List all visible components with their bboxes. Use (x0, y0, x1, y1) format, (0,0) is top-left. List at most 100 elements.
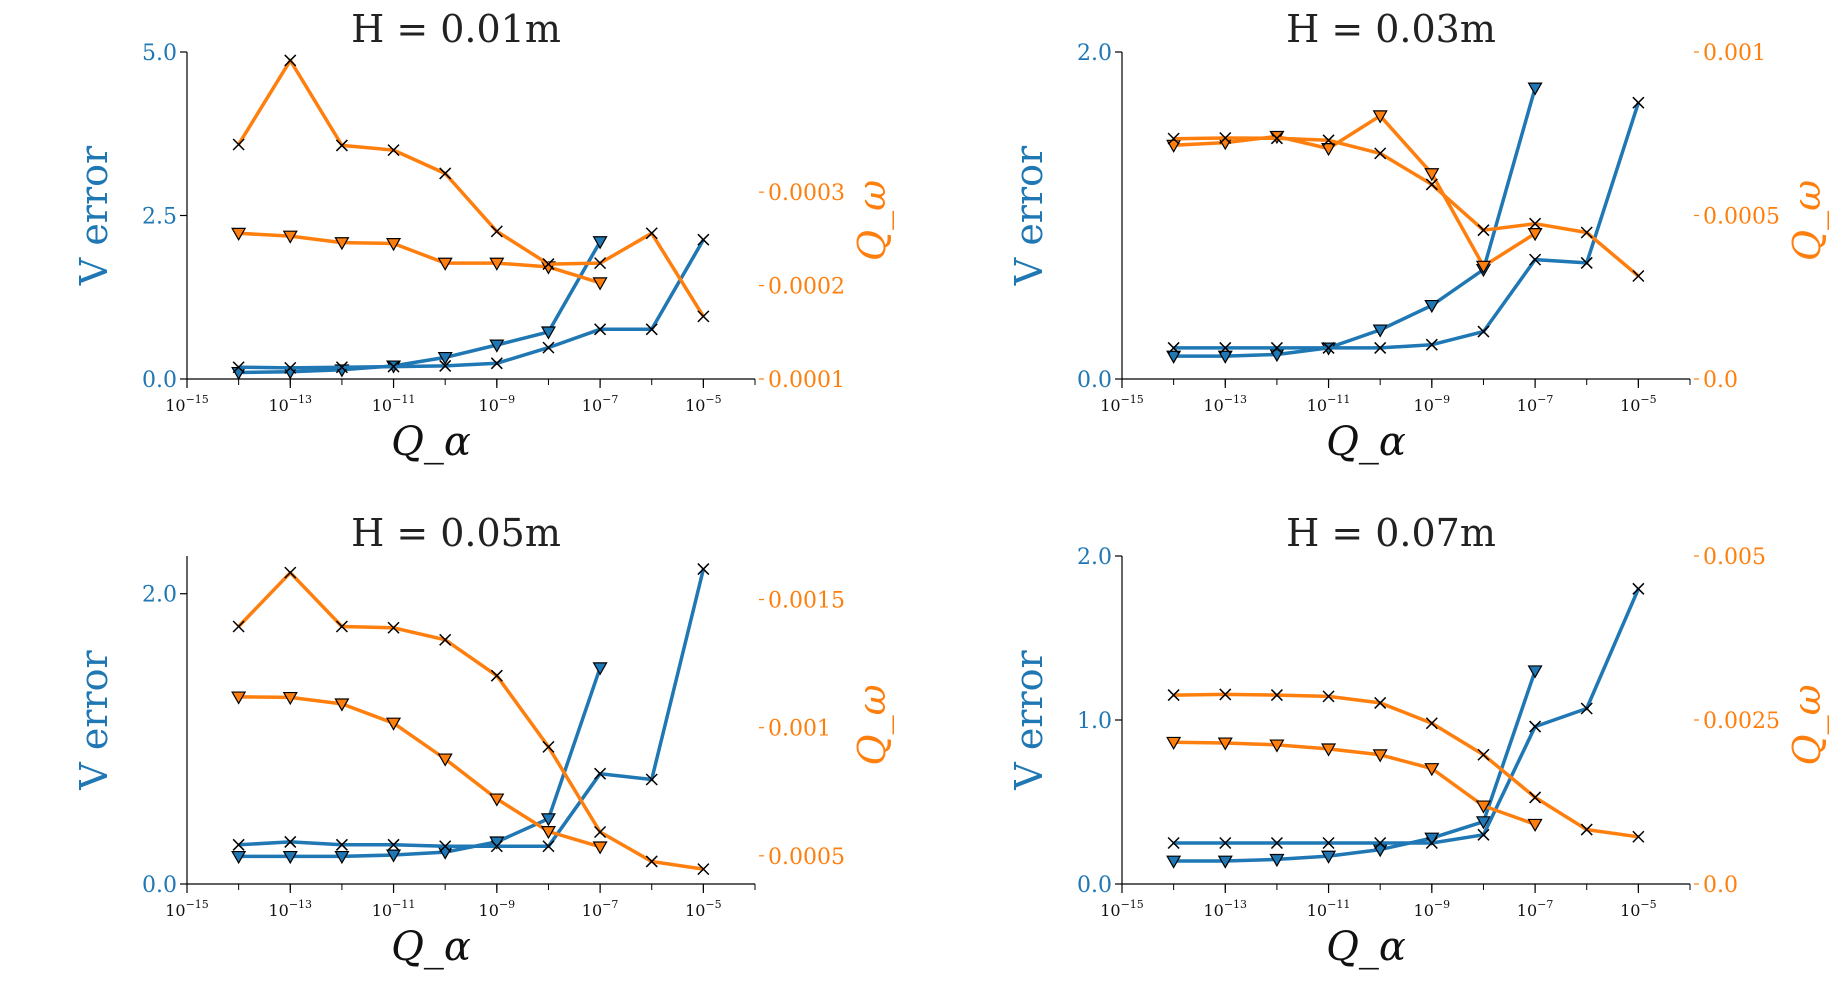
x-tick-label: 10−13 (268, 393, 312, 415)
data-point-x (1270, 132, 1283, 145)
x-tick-label: 10−5 (685, 393, 722, 415)
data-point-x (1219, 341, 1232, 354)
data-point-triangle (1372, 749, 1388, 763)
data-point-triangle (231, 850, 247, 865)
data-point-x (1529, 791, 1542, 804)
data-point-x (697, 563, 710, 576)
data-point-x (1322, 690, 1335, 703)
data-point-triangle (1527, 228, 1543, 242)
data-point-x (1477, 224, 1490, 237)
data-point-x (1167, 836, 1180, 850)
data-point-x (1322, 341, 1335, 354)
y-right-axis-label: Q_ω (850, 180, 895, 261)
x-tick-label: 10−15 (1100, 393, 1144, 415)
y-left-tick-label: 0.0 (1077, 368, 1112, 393)
data-point-x (542, 840, 555, 853)
data-point-x (1270, 836, 1283, 850)
data-point-x (1477, 325, 1490, 338)
series-line-left-x (1173, 588, 1641, 845)
y-right-tick-label: 0.001 (768, 717, 831, 742)
data-point-x (1580, 226, 1593, 239)
data-point-x (645, 323, 658, 336)
data-point-x (1580, 823, 1593, 836)
x-axis-label: Q_α (1326, 419, 1406, 465)
series-line-left-triangle (238, 667, 602, 859)
data-point-x (1580, 256, 1593, 269)
data-point-x (645, 855, 658, 868)
data-point-triangle (540, 813, 556, 827)
data-point-triangle (437, 753, 453, 767)
data-point-x (594, 767, 607, 780)
data-point-triangle (334, 237, 350, 251)
y-right-tick-label: 0.0 (1703, 368, 1738, 393)
y-left-tick-label: 0.0 (142, 873, 177, 898)
data-point-x (1374, 696, 1387, 709)
data-point-triangle (1321, 850, 1337, 864)
x-tick-label: 10−9 (1414, 393, 1451, 415)
data-point-triangle (1321, 142, 1337, 157)
x-axis-label: Q_α (1326, 924, 1406, 970)
data-point-x (284, 361, 297, 374)
y-right-tick-label: 0.005 (1703, 545, 1766, 570)
x-tick-label: 10−15 (165, 393, 209, 415)
data-point-triangle (386, 238, 402, 252)
data-point-triangle (1424, 763, 1440, 777)
series-line-right-triangle (238, 695, 601, 849)
series-line-right-x (237, 58, 705, 318)
data-point-x (335, 361, 348, 374)
x-tick-label: 10−7 (1517, 393, 1554, 415)
y-right-tick-label: 0.0003 (768, 181, 845, 206)
data-point-triangle (1217, 350, 1233, 364)
data-point-triangle (1166, 350, 1182, 364)
data-point-x (439, 167, 452, 180)
data-point-x (1632, 582, 1645, 595)
data-point-x (1219, 131, 1232, 145)
data-point-x (697, 233, 710, 246)
data-point-x (232, 138, 245, 151)
data-point-triangle (592, 662, 608, 676)
series-line-left-x (1173, 102, 1641, 350)
series-line-right-x (1173, 692, 1639, 839)
subplot-4: H = 0.07m 10−15 10−13 10−11 10−9 10−7 10−5 0.0 1… (1007, 511, 1830, 970)
data-point-triangle (1475, 800, 1491, 814)
x-tick-label: 10−15 (165, 898, 209, 920)
series-line-left-triangle (1173, 670, 1537, 863)
series-line-right-triangle (1173, 114, 1537, 268)
series-line-right-triangle (238, 231, 601, 285)
data-point-x (1167, 689, 1180, 702)
data-point-triangle (386, 717, 402, 731)
data-point-triangle (437, 351, 453, 366)
data-point-x (1632, 830, 1645, 843)
data-point-x (1167, 132, 1180, 145)
data-point-x (1167, 341, 1180, 354)
x-tick-label: 10−5 (685, 898, 722, 920)
data-point-x (1425, 338, 1438, 351)
data-point-x (697, 310, 710, 323)
y-right-tick-label: 0.0 (1703, 873, 1738, 898)
data-point-x (335, 620, 348, 633)
data-point-x (439, 633, 452, 646)
data-point-triangle (231, 691, 247, 705)
x-tick-label: 10−11 (372, 393, 416, 415)
data-point-triangle (1372, 110, 1388, 124)
y-right-tick-label: 0.001 (1703, 41, 1766, 66)
data-point-triangle (1424, 299, 1440, 314)
data-point-triangle (1475, 260, 1491, 274)
data-point-x (1270, 341, 1283, 354)
data-point-triangle (540, 825, 556, 840)
data-point-x (1632, 96, 1645, 109)
y-left-axis-label: V error (72, 649, 116, 790)
y-left-tick-label: 2.0 (1077, 41, 1112, 66)
data-point-x (1425, 178, 1438, 191)
data-point-triangle (1321, 743, 1337, 757)
series-line-left-x (238, 238, 705, 370)
x-tick-label: 10−13 (1203, 393, 1247, 415)
x-tick-label: 10−13 (268, 898, 312, 920)
data-point-x (232, 838, 245, 851)
x-tick-label: 10−9 (479, 393, 516, 415)
data-point-x (439, 840, 452, 853)
y-right-axis-label: Q_ω (1785, 684, 1830, 765)
data-point-triangle (1372, 324, 1388, 338)
y-left-axis-label: V error (1007, 649, 1051, 790)
x-tick-label: 10−7 (1517, 898, 1554, 920)
